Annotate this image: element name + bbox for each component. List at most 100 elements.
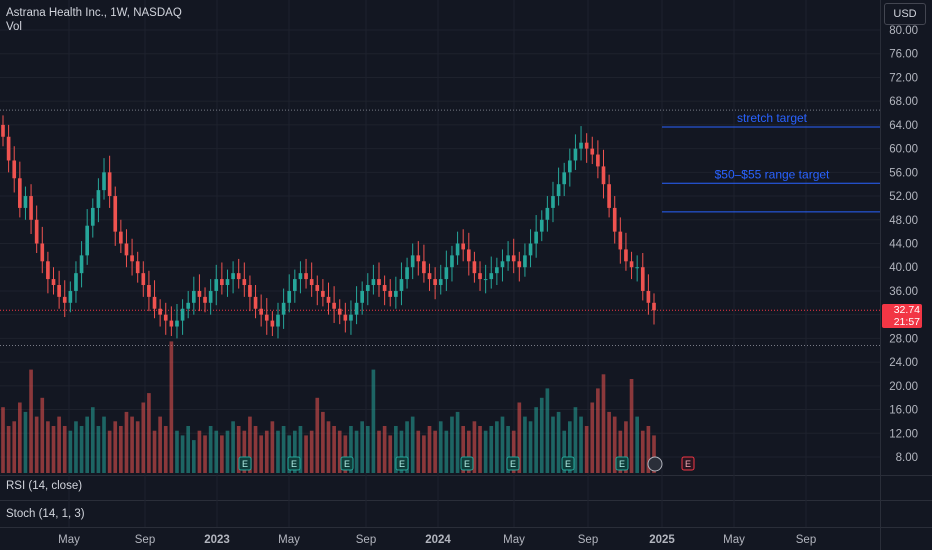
x-tick-label: 2025 [649, 534, 675, 546]
volume-bar [304, 435, 308, 473]
y-tick-label: 16.00 [889, 405, 918, 417]
earnings-marker-text: E [510, 459, 516, 469]
earnings-marker-icon [460, 456, 474, 471]
candle-body [556, 184, 561, 197]
volume-bar [579, 416, 583, 473]
candle-body [523, 255, 527, 268]
candle-body [652, 302, 656, 311]
volume-bar [511, 430, 516, 473]
volume-bar [18, 402, 22, 473]
candle-body [455, 243, 460, 256]
candle-body [1, 124, 5, 137]
candle-body [354, 302, 359, 315]
stoch-pane-label[interactable]: Stoch (14, 1, 3) [6, 508, 85, 520]
candle-body [309, 279, 314, 286]
volume-bar [281, 426, 286, 473]
x-tick-label: Sep [796, 534, 816, 546]
candle-body [130, 255, 134, 262]
earnings-marker-text: E [565, 459, 571, 469]
candle-body [635, 267, 639, 269]
pane-divider [0, 475, 932, 476]
earnings-marker-icon [506, 456, 520, 471]
volume-bar [354, 430, 359, 473]
volume-bar [652, 435, 656, 473]
volume-bar [152, 430, 157, 473]
symbol-title[interactable]: Astrana Health Inc., 1W, NASDAQ [6, 7, 182, 19]
volume-bar [321, 411, 325, 473]
volume-bar [337, 430, 342, 473]
candle-body [450, 255, 454, 268]
volume-bar [85, 416, 90, 473]
candle-body [573, 148, 578, 161]
pane-divider [0, 527, 932, 528]
candle-body [326, 296, 331, 303]
candle-body [169, 320, 174, 327]
volume-bar [259, 435, 263, 473]
volume-bar [135, 421, 140, 473]
volume-bar [495, 421, 499, 473]
volume-bar [612, 416, 617, 473]
candle-body [214, 279, 219, 291]
volume-legend[interactable]: Vol [6, 21, 22, 33]
candle-body [590, 148, 595, 155]
candle-body [534, 231, 538, 244]
earnings-marker-text: E [399, 459, 405, 469]
pane-divider [0, 500, 932, 501]
volume-bar [51, 426, 56, 473]
earnings-marker-icon [395, 456, 409, 471]
rsi-pane-label[interactable]: RSI (14, close) [6, 480, 83, 492]
x-tick-label: Sep [356, 534, 376, 546]
volume-bar [371, 369, 376, 473]
axis-divider [880, 0, 881, 550]
candle-body [629, 261, 634, 268]
volume-bar [225, 430, 230, 473]
candle-body [332, 302, 336, 309]
candle-body [377, 279, 381, 286]
candle-body [236, 273, 241, 280]
volume-bar [236, 426, 241, 473]
volume-bar [528, 421, 533, 473]
currency-button[interactable]: USD [884, 3, 926, 25]
earnings-marker-text: E [242, 459, 248, 469]
candle-body [46, 261, 50, 280]
volume-bar [539, 397, 544, 473]
candle-body [304, 273, 308, 280]
last-price-tag: 32.74 21:57 [882, 304, 922, 328]
candle-body [242, 279, 247, 286]
candle-body [624, 249, 628, 262]
candle-body [90, 207, 95, 226]
volume-bar [483, 430, 488, 473]
candle-body [231, 273, 235, 280]
volume-bar [607, 411, 611, 473]
volume-bar [635, 416, 639, 473]
candle-body [579, 142, 583, 149]
earnings-marker-icon [287, 456, 301, 471]
volume-bar [360, 421, 364, 473]
volume-bar [573, 407, 578, 473]
candle-body [640, 267, 645, 291]
volume-bar [422, 435, 426, 473]
candle-body [427, 273, 432, 280]
volume-bar [57, 416, 61, 473]
candle-body [74, 273, 78, 291]
candle-body [422, 261, 426, 274]
volume-bar [427, 426, 432, 473]
volume-bar [315, 397, 320, 473]
candle-body [85, 225, 90, 256]
candle-body [483, 279, 488, 281]
volume-bar [264, 430, 269, 473]
earnings-marker-text: E [619, 459, 625, 469]
upcoming-earnings-icon [681, 456, 695, 471]
candle-body [478, 273, 482, 280]
candle-body [57, 285, 61, 297]
candle-body [225, 279, 230, 286]
volume-bar [618, 430, 623, 473]
volume-bar [478, 426, 482, 473]
candle-body [96, 190, 101, 208]
volume-bar [444, 430, 449, 473]
candle-body [147, 285, 151, 297]
earnings-marker-text: E [464, 459, 470, 469]
volume-bar [624, 421, 628, 473]
candle-body [191, 290, 196, 303]
